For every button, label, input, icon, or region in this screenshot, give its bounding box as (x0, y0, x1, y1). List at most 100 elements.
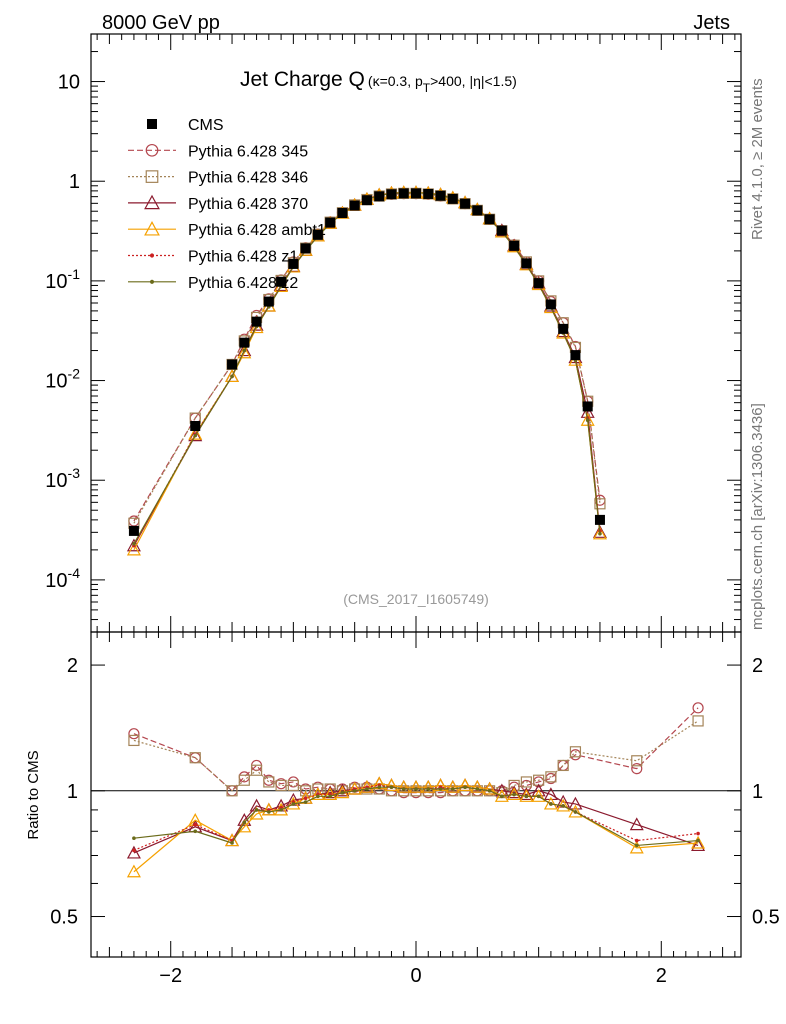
data-point-marker (423, 188, 434, 199)
main-y-tick-label: 10-3 (45, 465, 80, 492)
data-point-marker (126, 864, 141, 878)
ratio-axis-ticks: 0.5 0.5 1 1 2 2 (50, 655, 780, 958)
ratio-line (133, 783, 699, 873)
data-point-marker (629, 817, 644, 831)
data-point-marker (475, 787, 480, 791)
series-pythia-6-428-z1 (132, 191, 602, 548)
data-point-marker (536, 794, 541, 799)
data-point-marker (594, 498, 606, 510)
data-point-marker (188, 426, 203, 440)
data-point-marker (132, 848, 136, 853)
data-point-marker (147, 119, 157, 129)
data-point-marker (524, 794, 529, 799)
data-point-marker (239, 337, 250, 348)
data-point-marker (275, 779, 287, 792)
data-point-marker (132, 836, 136, 841)
data-point-marker (230, 841, 234, 845)
data-point-marker (549, 802, 553, 806)
plot-title: Jet Charge Q (κ=0.3, pT>400, |η|<1.5) (240, 68, 517, 95)
series-pythia-6-428-ambt1 (126, 185, 607, 556)
data-point-marker (349, 200, 360, 211)
x-tick-label: 2 (656, 965, 667, 987)
header-right: Jets (693, 12, 730, 34)
main-y-tick-label: 10-2 (45, 366, 80, 393)
legend-item: Pythia 6.428 z2 (128, 275, 298, 292)
data-point-marker (445, 779, 460, 793)
data-point-marker (352, 788, 357, 793)
data-point-marker (692, 715, 704, 727)
legend-label: Pythia 6.428 z1 (188, 249, 298, 266)
data-point-marker (631, 763, 643, 775)
legend-label: CMS (188, 117, 224, 134)
data-point-marker (384, 778, 399, 792)
data-point-marker (237, 345, 252, 359)
x-tick-label: 0 (410, 965, 421, 987)
legend-label: Pythia 6.428 345 (188, 143, 308, 160)
data-point-marker (408, 779, 424, 793)
data-point-marker (483, 785, 496, 797)
data-point-marker (193, 822, 198, 827)
data-point-marker (145, 170, 159, 183)
data-point-marker (227, 359, 238, 370)
data-point-marker (631, 755, 643, 767)
data-point-marker (288, 258, 299, 269)
data-point-marker (569, 746, 582, 758)
data-point-marker (276, 276, 287, 287)
data-point-marker (249, 320, 264, 334)
data-point-marker (573, 810, 578, 814)
data-point-marker (359, 779, 374, 793)
ratio-y-tick-label-right: 1 (752, 781, 763, 803)
data-point-marker (561, 804, 565, 808)
data-point-marker (558, 323, 569, 334)
data-point-marker (149, 253, 155, 258)
series-pythia-6-428-370 (126, 185, 607, 552)
data-point-marker (328, 794, 332, 799)
data-point-marker (132, 542, 136, 546)
data-point-marker (193, 433, 198, 438)
data-point-marker (193, 829, 198, 834)
data-point-marker (696, 838, 700, 843)
data-point-marker (300, 785, 312, 797)
data-point-marker (629, 840, 644, 854)
data-point-marker (447, 193, 458, 204)
legend-label: Pythia 6.428 346 (188, 170, 308, 187)
series-line (133, 192, 601, 524)
main-y-tick-label: 10-1 (45, 266, 80, 293)
data-point-marker (230, 374, 234, 379)
ratio-y-tick-label-right: 0.5 (752, 907, 780, 929)
ratio-pythia-6-428-346 (128, 715, 704, 799)
data-point-marker (426, 787, 431, 791)
data-point-marker (149, 279, 155, 284)
legend-label: Pythia 6.428 ambt1 (188, 222, 326, 239)
data-point-marker (238, 774, 250, 786)
ratio-y-tick-label-left: 1 (67, 781, 78, 803)
data-point-marker (237, 343, 252, 357)
legend: CMS Pythia 6.428 345 Pythia 6.428 346 Pythi… (128, 117, 326, 292)
data-point-marker (520, 776, 532, 788)
ratio-series-group (126, 702, 706, 878)
data-point-marker (500, 794, 504, 799)
legend-item: Pythia 6.428 370 (128, 194, 308, 213)
data-point-marker (287, 779, 299, 792)
data-point-marker (126, 542, 141, 556)
data-point-marker (389, 785, 394, 790)
data-point-marker (361, 783, 373, 795)
series-line (133, 191, 601, 547)
data-point-marker (316, 794, 320, 799)
data-point-marker (312, 229, 323, 240)
data-point-marker (496, 225, 507, 236)
data-point-marker (585, 418, 590, 423)
data-point-marker (460, 198, 471, 209)
data-point-marker (190, 420, 201, 431)
series-line (133, 191, 601, 551)
data-point-marker (401, 787, 406, 791)
x-axis-ticks: −2 0 2 (96, 34, 736, 987)
data-point-marker (533, 278, 544, 289)
data-point-marker (487, 788, 492, 793)
data-point-marker (226, 785, 238, 797)
series-pythia-6-428-z2 (132, 191, 602, 546)
data-point-marker (189, 752, 201, 764)
data-point-marker (242, 348, 247, 353)
data-point-marker (347, 781, 362, 795)
